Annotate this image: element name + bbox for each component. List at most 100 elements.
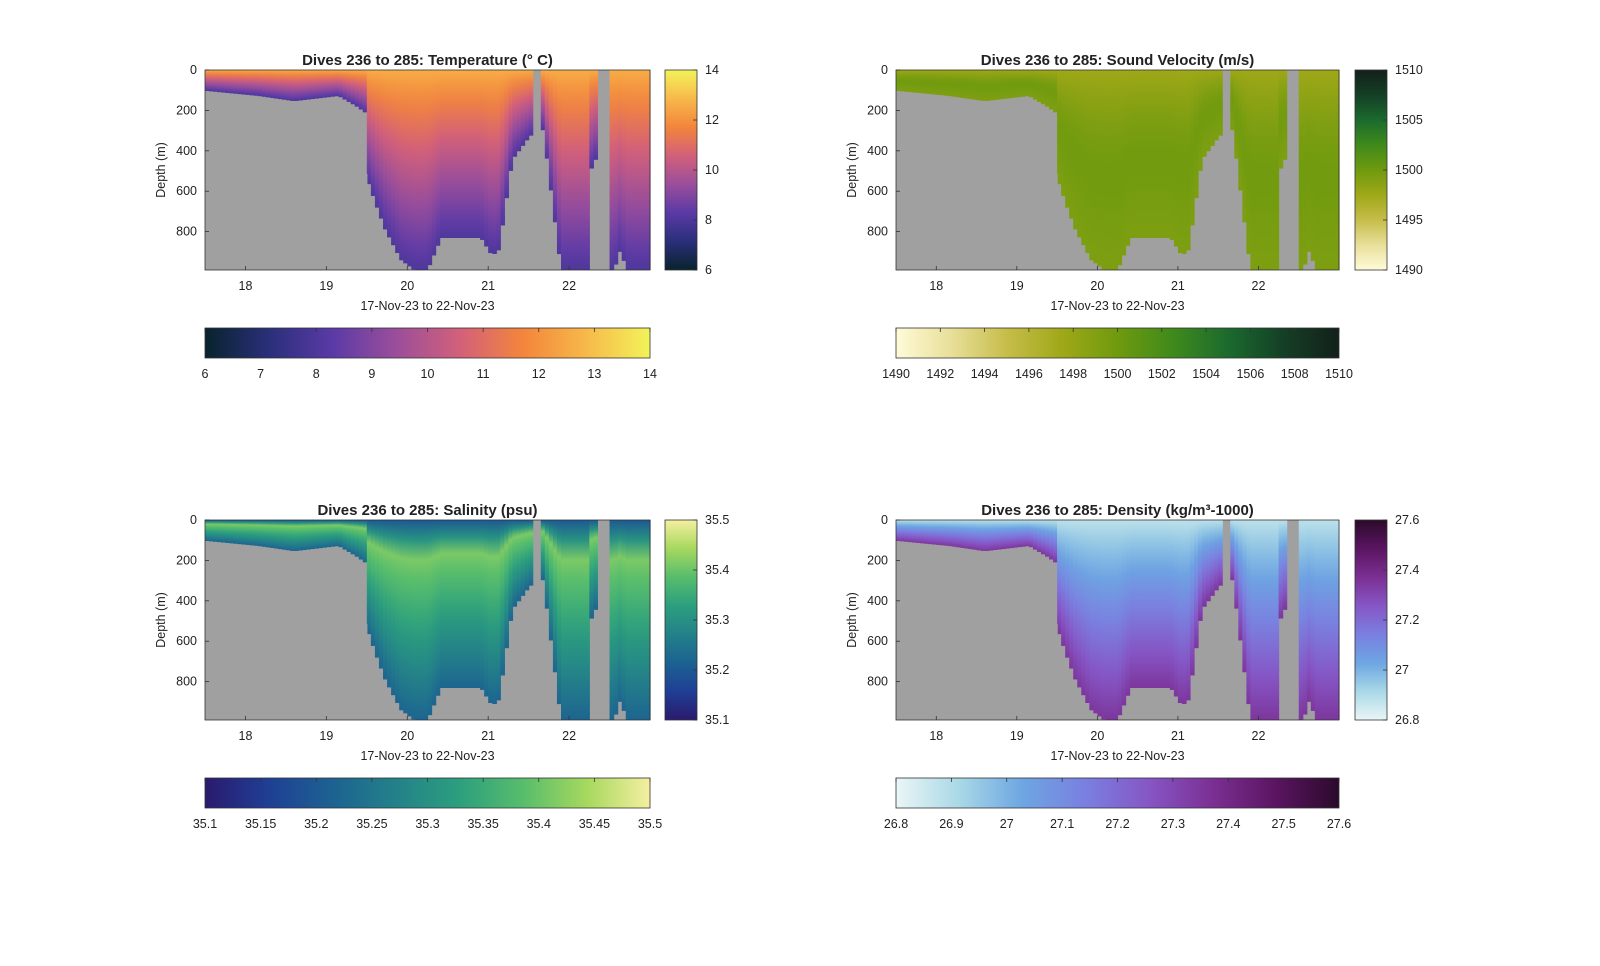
colorbar-bottom-tick-label: 12 [532,367,546,381]
x-tick-label: 20 [1090,279,1104,293]
data-column [1008,520,1014,549]
no-data-area [350,147,356,270]
data-column [1073,520,1078,680]
data-column [633,520,639,720]
no-data-area [229,587,234,720]
data-column [285,520,291,551]
y-tick-label: 0 [881,513,888,527]
y-tick-label: 200 [176,103,197,117]
no-data-area [912,136,917,270]
axes-frame [895,69,1340,271]
data-column [480,70,485,240]
data-column [1318,520,1324,720]
data-column [976,70,982,101]
data-column [1326,520,1332,720]
no-data-area [257,138,263,270]
data-column [637,520,643,720]
no-data-area [1036,593,1042,720]
data-column [1202,70,1207,157]
data-column [1053,70,1058,113]
data-column [936,70,941,95]
no-data-area [976,588,982,720]
data-column [459,70,465,238]
data-column [1069,70,1074,219]
data-column [609,520,615,720]
data-column [451,70,457,238]
no-data-area [1024,136,1030,270]
data-column [944,520,949,546]
data-column [1202,520,1207,607]
data-column [366,70,372,185]
data-column [924,520,929,544]
data-column [1004,520,1010,549]
colorbar-right-tick-label: 1500 [1395,163,1423,177]
data-column [512,70,518,157]
data-column [904,70,909,92]
data-column [1117,520,1123,716]
data-column [1133,70,1139,238]
data-column [916,70,921,93]
data-column [391,520,396,696]
no-data-area [1016,586,1022,720]
no-data-area [908,586,913,720]
data-column [561,70,566,270]
data-column [504,520,510,649]
no-data-area [257,588,263,720]
colorbar-bottom-tick-label: 1492 [926,367,954,381]
colorbar-right-tick-label: 27.4 [1395,563,1419,577]
data-column [1169,520,1175,690]
data-column [1032,70,1038,100]
colorbar-right-tick-label: 26.8 [1395,713,1419,727]
colorbar-bottom-tick-label: 27.1 [1050,817,1074,831]
data-column [241,520,247,545]
data-column [508,520,514,621]
data-column [1081,70,1086,246]
data-column [1262,520,1268,720]
data-column [472,70,477,238]
colorbar-bottom-tick-label: 1500 [1104,367,1132,381]
colorbar-bottom [895,777,1340,809]
no-data-area [213,585,218,720]
data-column [1238,520,1243,641]
data-column [1238,70,1243,191]
data-column [988,520,994,551]
y-tick-label: 400 [867,594,888,608]
no-data-area [338,137,344,270]
colorbar-bottom-tick-label: 27.2 [1105,817,1129,831]
data-column [645,70,651,270]
data-column [334,70,340,97]
data-column [988,70,994,101]
no-data-area [992,587,998,720]
data-column [1065,70,1070,208]
data-column [908,520,913,543]
data-column [1077,520,1082,688]
data-column [253,520,259,546]
data-column [621,70,627,261]
no-data-area [1012,586,1018,720]
data-column [617,70,623,252]
data-column [912,520,917,543]
data-column [577,70,582,270]
colorbar-right-tick-label: 27.2 [1395,613,1419,627]
data-column [956,70,962,98]
data-column [908,70,913,93]
chart-title: Dives 236 to 285: Density (kg/m³-1000) [981,502,1254,519]
colorbar-bottom-tick-label: 9 [368,367,375,381]
colorbar-bottom-tick-label: 35.25 [356,817,387,831]
y-tick-label: 0 [190,513,197,527]
data-column [1278,520,1284,619]
data-column [1266,520,1272,720]
no-data-area [948,588,953,720]
data-column [354,70,360,107]
colorbar-bottom-tick-label: 1510 [1325,367,1353,381]
data-column [1218,520,1223,586]
data-column [1246,520,1251,705]
data-column [257,520,263,547]
colorbar-right-tick-label: 14 [705,63,719,77]
data-column [1270,70,1276,270]
no-data-area [1020,586,1026,720]
no-data-area [342,590,348,720]
data-column [992,520,998,551]
no-data-area [1053,623,1058,720]
data-column [1024,70,1030,97]
